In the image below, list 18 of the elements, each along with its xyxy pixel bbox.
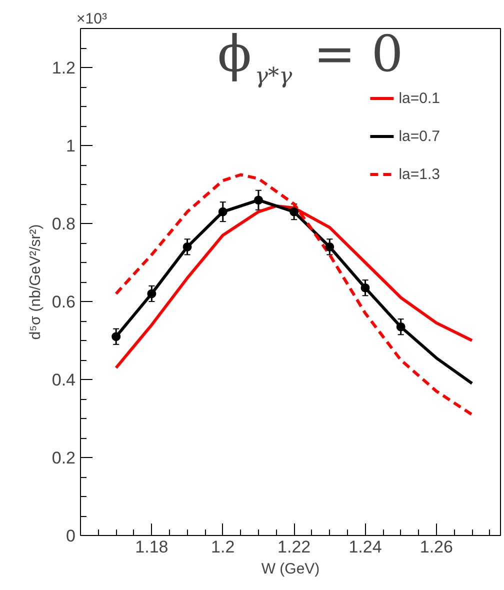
y-tick-label: 0.8 [52, 214, 76, 234]
y-axis-title: d⁵σ (nb/GeV²/sr²) [26, 224, 44, 340]
text: ×10³ [76, 10, 107, 28]
y-tick-label: 1 [66, 136, 76, 156]
x-tick-label: 1.18 [135, 538, 168, 556]
y-tick-label: 0 [66, 526, 76, 546]
x-axis-title: W (GeV) [261, 560, 320, 578]
x-tick-label: 1.22 [278, 538, 311, 556]
x-tick-label: 1.26 [420, 538, 453, 556]
y-tick-label: 0.4 [52, 370, 76, 390]
y-tick-label: 0.6 [52, 292, 76, 312]
legend-label: la=0.7 [398, 128, 440, 144]
y-tick-label: 1.2 [52, 58, 76, 78]
legend-label: la=1.3 [398, 166, 440, 182]
legend-label: la=0.1 [398, 90, 440, 106]
y-tick-label: 0.2 [52, 448, 76, 468]
x-tick-label: 1.24 [348, 538, 382, 556]
x-tick-label: 1.2 [211, 538, 235, 556]
